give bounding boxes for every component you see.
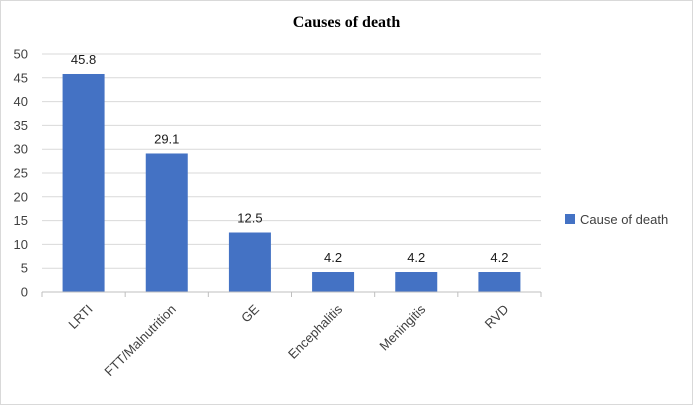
- data-label: 4.2: [407, 250, 425, 265]
- bar: [395, 272, 438, 292]
- legend-label: Cause of death: [580, 212, 668, 227]
- legend: Cause of death: [565, 212, 668, 227]
- y-tick-label: 35: [14, 118, 28, 133]
- gridlines: [42, 53, 541, 293]
- x-tick-label: FTT/Malnutrition: [101, 302, 179, 380]
- bar: [478, 272, 521, 292]
- y-tick-label: 30: [14, 142, 28, 157]
- bar: [312, 272, 355, 292]
- y-tick-label: 0: [21, 285, 28, 300]
- data-label: 4.2: [324, 250, 342, 265]
- bar: [228, 232, 271, 292]
- y-tick-label: 5: [21, 261, 28, 276]
- legend-swatch: [565, 214, 575, 224]
- bar: [145, 153, 188, 292]
- data-label: 4.2: [490, 250, 508, 265]
- x-tick-label: Encephalitis: [285, 301, 346, 362]
- y-tick-label: 10: [14, 237, 28, 252]
- bar: [62, 73, 105, 292]
- data-label: 12.5: [237, 211, 262, 226]
- x-axis: [41, 291, 542, 297]
- x-axis-tick-labels: LRTI FTT/Malnutrition GE Encephalitis Mening…: [65, 301, 511, 379]
- y-tick-label: 15: [14, 213, 28, 228]
- y-tick-label: 20: [14, 189, 28, 204]
- y-tick-label: 25: [14, 166, 28, 181]
- data-label: 29.1: [154, 131, 179, 146]
- x-tick-label: RVD: [482, 302, 512, 332]
- x-tick-label: GE: [238, 301, 262, 325]
- y-axis-tick-labels: 0 5 10 15 20 25 30 35 40 45 50: [14, 47, 28, 300]
- chart-title: Causes of death: [292, 14, 401, 31]
- y-tick-label: 45: [14, 70, 28, 85]
- x-tick-label: Meningitis: [376, 301, 428, 353]
- data-label: 45.8: [71, 52, 96, 67]
- data-labels: 45.8 29.1 12.5 4.2 4.2 4.2: [71, 52, 509, 265]
- y-tick-label: 50: [14, 47, 28, 62]
- y-tick-label: 40: [14, 94, 28, 109]
- bars: [62, 73, 521, 292]
- x-tick-label: LRTI: [65, 302, 95, 332]
